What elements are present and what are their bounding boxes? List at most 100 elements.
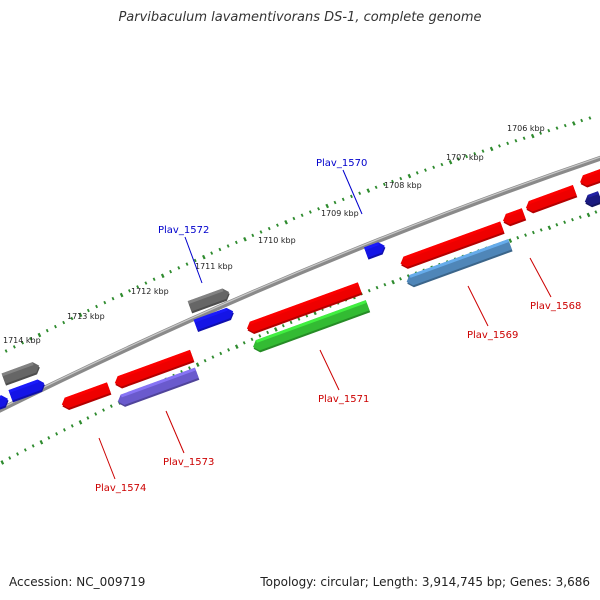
scale-outer-mark-9	[70, 316, 74, 321]
tick-label-8: 1714 kbp	[3, 336, 41, 345]
scale-inner-mark-48	[375, 285, 379, 290]
scale-inner-mark-65	[508, 238, 513, 243]
scale-outer-mark-27	[218, 247, 222, 252]
scale-outer-mark-4	[29, 337, 33, 341]
scale-outer-mark-53	[432, 165, 436, 170]
scale-outer-mark-10	[78, 312, 83, 318]
scale-outer-mark-38	[308, 210, 312, 214]
scale-inner-mark-3	[23, 448, 27, 452]
scale-inner-mark-66	[516, 235, 520, 240]
scale-outer-mark-35	[284, 219, 288, 225]
scale-outer-mark-24	[193, 258, 197, 263]
scale-outer-mark-13	[103, 300, 107, 305]
scale-outer-mark-30	[243, 236, 247, 242]
leader-plav-1572	[184, 236, 203, 284]
scale-outer-mark-18	[144, 281, 148, 285]
scale-inner-mark-69	[539, 228, 543, 232]
scale-outer-mark-12	[95, 304, 99, 309]
gene-label-plav-1569: Plav_1569	[467, 330, 518, 341]
backbone-highlight	[0, 156, 600, 410]
scale-inner-mark-36	[281, 323, 285, 328]
scale-outer-mark-48	[391, 179, 395, 184]
tick-label-7: 1713 kbp	[67, 312, 105, 321]
scale-outer-mark-19	[152, 277, 156, 281]
scale-inner-mark-6	[47, 436, 51, 440]
scale-outer-mark-55	[448, 159, 453, 165]
scale-inner-mark-26	[203, 358, 207, 363]
gene-reverse-red-1	[502, 208, 527, 227]
scale-inner-mark-5	[39, 439, 44, 445]
scale-outer-mark-57	[465, 154, 469, 159]
gene-plav-1573	[114, 349, 195, 389]
tick-label-2: 1708 kbp	[384, 181, 422, 190]
scale-inner-mark-4	[31, 444, 35, 448]
scale-outer-mark-6	[45, 328, 49, 333]
gene-plav-1568	[525, 185, 578, 214]
scale-outer-mark-5	[37, 332, 42, 338]
scale-outer-mark-45	[366, 188, 371, 193]
gene-reverse-green-1	[252, 300, 371, 353]
scale-outer-mark-41	[333, 200, 337, 205]
scale-outer-mark-69	[563, 123, 567, 128]
tick-label-5: 1711 kbp	[195, 262, 233, 271]
scale-inner-mark-9	[70, 424, 74, 428]
scale-outer-mark-42	[341, 197, 345, 202]
scale-inner-mark-34	[266, 330, 270, 335]
scale-inner-mark-37	[289, 320, 293, 325]
scale-outer-mark-47	[382, 182, 386, 187]
scale-outer-mark-2	[12, 345, 16, 349]
scale-outer-mark-62	[506, 141, 510, 146]
scale-outer-mark-7	[54, 324, 57, 329]
scale-inner-mark-33	[258, 334, 262, 338]
scale-inner-mark-71	[555, 223, 559, 227]
gene-forward-blue-3	[0, 395, 9, 411]
scale-inner-mark-73	[571, 217, 574, 222]
scale-outer-mark-58	[473, 152, 477, 156]
scale-outer-mark-44	[358, 191, 362, 196]
scale-outer-mark-46	[374, 185, 378, 190]
scale-inner-mark-7	[55, 432, 59, 436]
scale-inner-mark-25	[195, 362, 200, 367]
gene-forward-blue-1	[193, 307, 234, 333]
scale-inner-mark-49	[383, 282, 387, 287]
scale-inner-mark-13	[102, 408, 105, 412]
scale-outer-mark-70	[572, 121, 576, 126]
scale-outer-mark-50	[407, 173, 412, 179]
scale-outer-mark-66	[539, 131, 543, 135]
gene-plav-1571	[246, 282, 363, 334]
scale-outer-mark-71	[580, 118, 584, 123]
scale-inner-mark-31	[242, 341, 246, 345]
tick-labels: 1706 kbp 1707 kbp 1708 kbp 1709 kbp 1710 kbp…	[3, 124, 545, 345]
leader-plav-1574	[98, 437, 116, 480]
leader-plav-1571	[319, 349, 340, 391]
scale-outer-mark-29	[234, 240, 238, 245]
scale-inner-mark-75	[586, 212, 591, 218]
scale-outer-mark-43	[350, 194, 353, 199]
scale-outer-mark-14	[111, 296, 115, 301]
scale-inner-mark-74	[578, 215, 582, 219]
gene-reverse-purple-1	[117, 367, 200, 407]
scale-outer-mark-15	[119, 292, 124, 298]
scale-outer-mark-63	[514, 139, 518, 143]
accession-text: Accession: NC_009719	[9, 575, 146, 589]
scale-outer-mark-11	[86, 308, 90, 313]
scale-inner-mark-2	[16, 452, 19, 456]
gene-forward-gray-1	[1, 362, 40, 386]
scale-inner-mark-68	[531, 230, 535, 235]
topology-text: Topology: circular; Length: 3,914,745 bp…	[260, 575, 590, 589]
scale-inner-mark-38	[297, 317, 301, 321]
genome-backbone	[0, 155, 600, 413]
scale-inner-mark-27	[211, 355, 215, 359]
scale-inner-mark-70	[547, 225, 552, 231]
scale-outer-mark-16	[128, 289, 131, 293]
scale-outer-mark-67	[547, 128, 551, 133]
leader-plav-1569	[467, 285, 489, 327]
gene-reverse-navy-1	[584, 191, 600, 208]
scale-inner-mark-47	[367, 288, 371, 293]
scale-outer-mark-25	[202, 254, 206, 260]
tick-label-6: 1712 kbp	[131, 287, 169, 296]
scale-outer-mark-26	[210, 251, 214, 255]
gene-reverse-red-2	[580, 168, 600, 188]
scale-outer-mark-28	[226, 244, 230, 248]
gene-labels: Plav_1570 Plav_1572 Plav_1568 Plav_1569 Plav…	[95, 158, 581, 494]
